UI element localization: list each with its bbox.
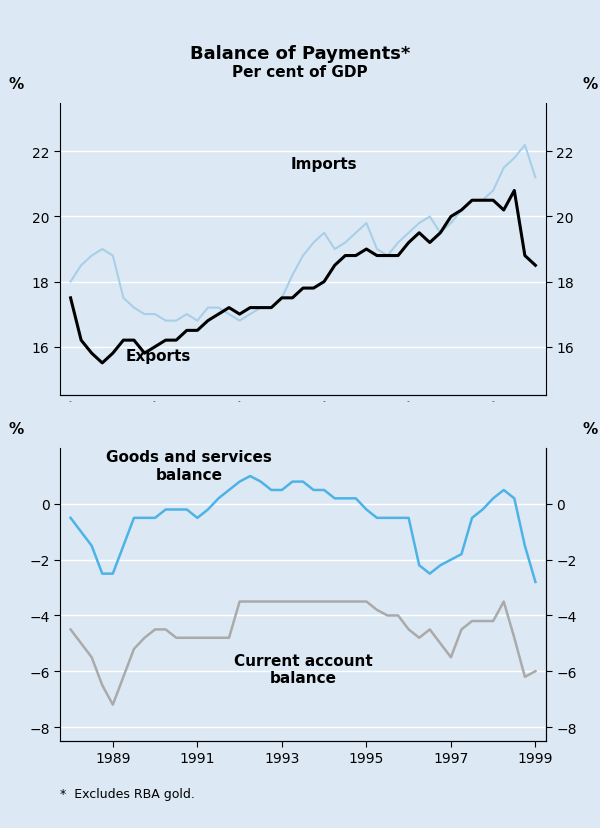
Text: *  Excludes RBA gold.: * Excludes RBA gold. [60, 787, 195, 800]
Text: Per cent of GDP: Per cent of GDP [232, 65, 368, 80]
Text: Goods and services
balance: Goods and services balance [106, 450, 272, 482]
Text: %: % [582, 77, 598, 92]
Text: Imports: Imports [290, 156, 357, 171]
Text: %: % [8, 422, 24, 437]
Text: Balance of Payments*: Balance of Payments* [190, 45, 410, 63]
Text: Current account
balance: Current account balance [233, 653, 373, 686]
Text: %: % [8, 77, 24, 92]
Text: Exports: Exports [125, 349, 191, 363]
Text: %: % [582, 422, 598, 437]
